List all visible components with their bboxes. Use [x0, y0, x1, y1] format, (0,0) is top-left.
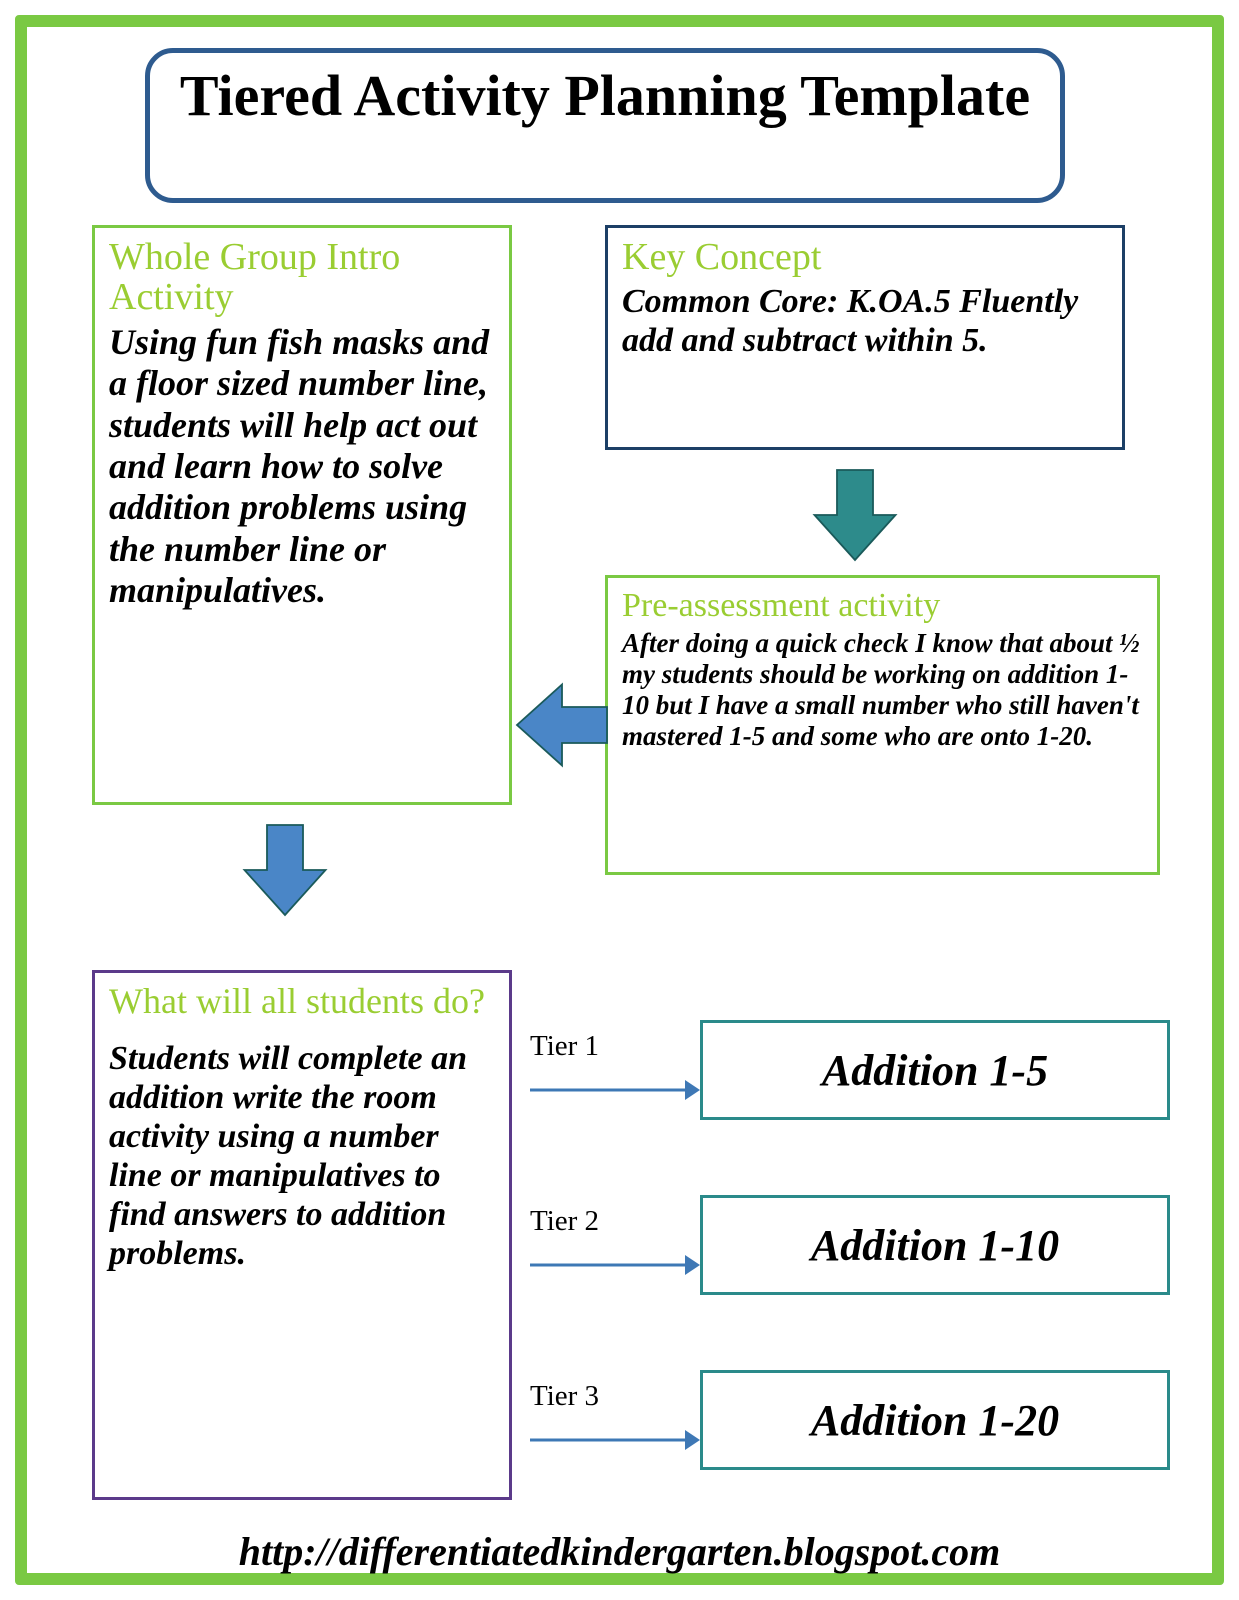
tier-arrow-icon: [525, 1250, 700, 1280]
arrow-down-icon: [240, 820, 330, 920]
arrow-down-icon: [810, 465, 900, 565]
what-will-box: What will all students do? Students will…: [92, 970, 512, 1500]
tier-1-text: Addition 1-5: [822, 1045, 1048, 1096]
arrow-left-icon: [512, 680, 612, 770]
tier-2-text: Addition 1-10: [811, 1220, 1059, 1271]
tier-2-label: Tier 2: [530, 1205, 599, 1238]
tier-arrow-icon: [525, 1075, 700, 1105]
title-box: Tiered Activity Planning Template: [145, 48, 1065, 203]
tier-3-box: Addition 1-20: [700, 1370, 1170, 1470]
pre-assessment-header: Pre-assessment activity: [622, 588, 1143, 624]
footer-url: http://differentiatedkindergarten.blogsp…: [0, 1528, 1239, 1575]
whole-group-body: Using fun fish masks and a floor sized n…: [109, 322, 495, 612]
tier-arrow-icon: [525, 1425, 700, 1455]
whole-group-header: Whole Group Intro Activity: [109, 238, 495, 318]
tier-1-box: Addition 1-5: [700, 1020, 1170, 1120]
what-will-body: Students will complete an addition write…: [109, 1039, 495, 1274]
tier-2-box: Addition 1-10: [700, 1195, 1170, 1295]
key-concept-body: Common Core: K.OA.5 Fluently add and sub…: [622, 282, 1108, 360]
tier-3-text: Addition 1-20: [811, 1395, 1059, 1446]
tier-1-label: Tier 1: [530, 1030, 599, 1063]
pre-assessment-box: Pre-assessment activity After doing a qu…: [605, 575, 1160, 875]
key-concept-header: Key Concept: [622, 238, 1108, 278]
key-concept-box: Key Concept Common Core: K.OA.5 Fluently…: [605, 225, 1125, 450]
title-text: Tiered Activity Planning Template: [170, 63, 1040, 130]
whole-group-box: Whole Group Intro Activity Using fun fis…: [92, 225, 512, 805]
tier-3-label: Tier 3: [530, 1380, 599, 1413]
pre-assessment-body: After doing a quick check I know that ab…: [622, 628, 1143, 752]
what-will-header: What will all students do?: [109, 983, 495, 1021]
